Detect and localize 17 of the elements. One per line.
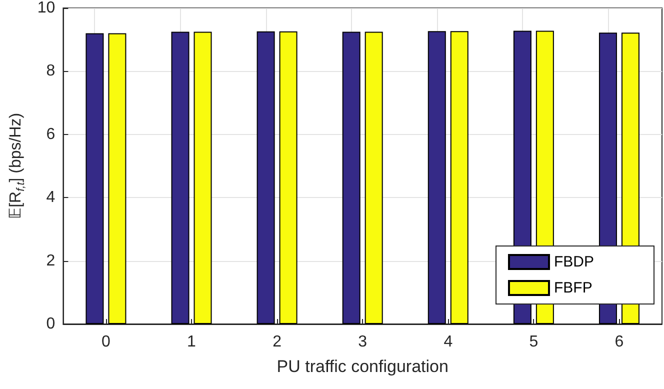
y-tick-label: 2 [46, 252, 56, 270]
x-tick-label: 1 [187, 334, 196, 350]
y-tick-label: 6 [46, 126, 56, 143]
x-tick-label: 4 [444, 334, 453, 350]
legend-label: FBDP [554, 254, 594, 270]
y-tick-label: 4 [46, 189, 56, 206]
x-tick-label: 3 [358, 334, 368, 350]
y-axis-title: 𝔼[Rf,t] (bps/Hz) [8, 112, 27, 220]
x-tick-label: 5 [529, 334, 538, 350]
legend-label: FBFP [554, 280, 592, 296]
y-tick-label: 0 [46, 316, 56, 332]
x-tick-label: 2 [272, 334, 282, 350]
x-tick-label: 0 [102, 334, 111, 350]
y-tick-label: 10 [37, 0, 56, 16]
x-tick-label: 6 [614, 334, 624, 350]
y-tick-label: 8 [46, 62, 56, 80]
x-axis-title: PU traffic configuration [276, 357, 448, 376]
